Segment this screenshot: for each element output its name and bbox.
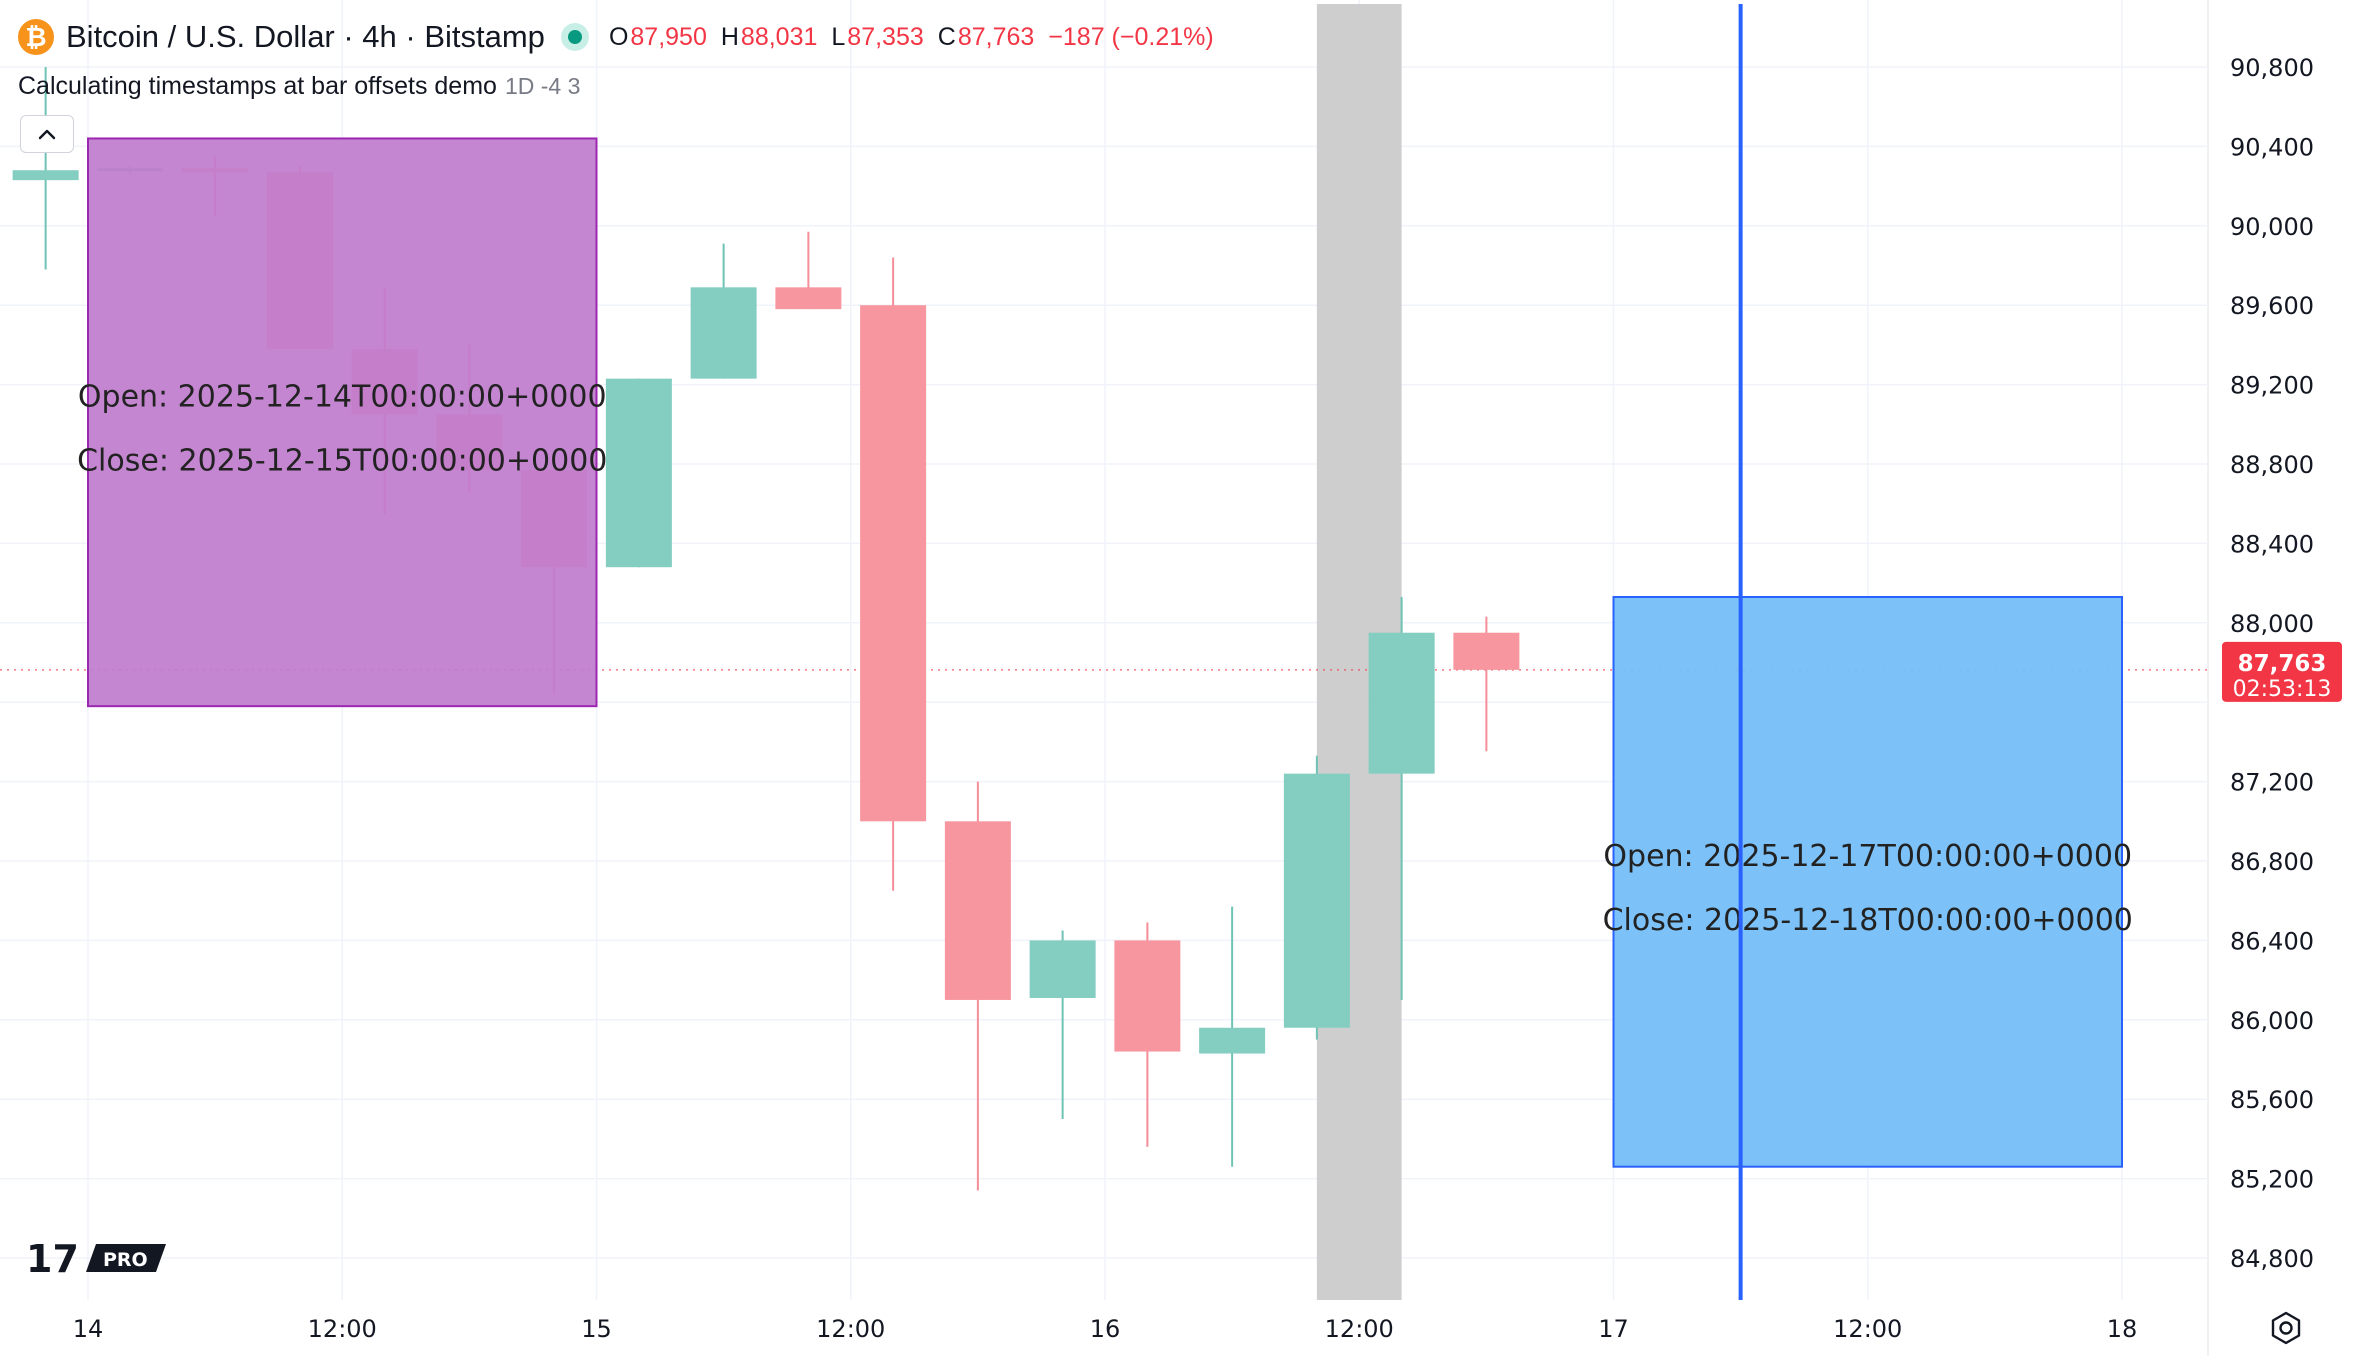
price-tag-value: 87,763 bbox=[2238, 651, 2327, 677]
high-label: H bbox=[720, 22, 739, 51]
symbol-title[interactable]: Bitcoin / U.S. Dollar · 4h · Bitstamp bbox=[66, 19, 545, 54]
y-tick-label: 88,400 bbox=[2230, 530, 2314, 558]
pro-badge bbox=[86, 1244, 166, 1272]
price-tag bbox=[2222, 641, 2342, 702]
candle-body-up bbox=[12, 170, 79, 181]
gear-icon[interactable] bbox=[2268, 1310, 2304, 1346]
future-day-box bbox=[1612, 595, 2123, 1168]
symbol-legend[interactable]: ₿ Bitcoin / U.S. Dollar · 4h · Bitstamp … bbox=[18, 16, 1228, 58]
x-tick-label: 12:00 bbox=[308, 1315, 377, 1343]
market-status-icon[interactable] bbox=[560, 23, 589, 51]
candle-body-up bbox=[605, 378, 672, 568]
y-tick-label: 89,600 bbox=[2230, 292, 2314, 320]
pro-badge-text: PRO bbox=[103, 1249, 148, 1271]
y-tick-label: 90,800 bbox=[2230, 54, 2314, 82]
close-value: 87,763 bbox=[957, 22, 1035, 51]
open-value: 87,950 bbox=[630, 22, 707, 51]
collapse-legend-button[interactable] bbox=[20, 115, 74, 153]
candle-body-down bbox=[860, 305, 927, 822]
candle-body-down bbox=[944, 821, 1011, 1000]
x-tick-label: 12:00 bbox=[1325, 1315, 1394, 1343]
x-tick-label: 12:00 bbox=[1833, 1315, 1902, 1343]
candle-body-down bbox=[1453, 632, 1520, 670]
x-tick-label: 15 bbox=[581, 1315, 612, 1343]
candle-body-up bbox=[1368, 632, 1435, 774]
price-tag-countdown: 02:53:13 bbox=[2233, 677, 2332, 702]
y-tick-label: 88,800 bbox=[2230, 451, 2314, 479]
bitcoin-icon: ₿ bbox=[18, 19, 54, 55]
tradingview-logo-mark: 17 bbox=[26, 1237, 79, 1281]
indicator-name[interactable]: Calculating timestamps at bar offsets de… bbox=[18, 71, 497, 100]
candle-body-up bbox=[1029, 940, 1096, 998]
x-tick-label: 12:00 bbox=[816, 1315, 885, 1343]
low-label: L bbox=[831, 22, 846, 51]
open-label: O bbox=[608, 22, 629, 51]
low-value: 87,353 bbox=[847, 22, 924, 51]
previous-day-box-open-label: Open: 2025-12-14T00:00:00+0000 bbox=[78, 379, 607, 414]
y-tick-label: 86,400 bbox=[2230, 927, 2314, 955]
y-tick-label: 87,200 bbox=[2230, 769, 2314, 797]
y-tick-label: 86,800 bbox=[2230, 848, 2314, 876]
y-tick-label: 85,200 bbox=[2230, 1166, 2314, 1194]
candle-body-up bbox=[690, 287, 757, 379]
change-value: −187 (−0.21%) bbox=[1048, 22, 1214, 51]
x-tick-label: 14 bbox=[73, 1315, 104, 1343]
future-day-box-close-label: Close: 2025-12-18T00:00:00+0000 bbox=[1603, 903, 2133, 938]
chevron-up-icon bbox=[38, 129, 56, 140]
y-tick-label: 86,000 bbox=[2230, 1007, 2314, 1035]
x-tick-label: 16 bbox=[1090, 1315, 1121, 1343]
candle-body-up bbox=[1199, 1027, 1266, 1054]
candle-body-down bbox=[1114, 940, 1181, 1052]
y-tick-label: 85,600 bbox=[2230, 1086, 2314, 1114]
indicator-legend[interactable]: Calculating timestamps at bar offsets de… bbox=[18, 66, 580, 106]
indicator-args: 1D -4 3 bbox=[504, 72, 581, 99]
previous-day-box-close-label: Close: 2025-12-15T00:00:00+0000 bbox=[77, 443, 607, 478]
y-tick-label: 89,200 bbox=[2230, 372, 2314, 400]
close-label: C bbox=[937, 22, 956, 51]
x-tick-label: 17 bbox=[1598, 1315, 1629, 1343]
y-tick-label: 90,400 bbox=[2230, 133, 2314, 161]
candle-body-up bbox=[1283, 773, 1350, 1028]
high-value: 88,031 bbox=[740, 22, 818, 51]
y-tick-label: 84,800 bbox=[2230, 1245, 2314, 1273]
future-day-box-open-label: Open: 2025-12-17T00:00:00+0000 bbox=[1603, 839, 2132, 874]
previous-day-box bbox=[87, 137, 598, 708]
y-tick-label: 90,000 bbox=[2230, 213, 2314, 241]
x-tick-label: 18 bbox=[2107, 1315, 2138, 1343]
candle-body-down bbox=[775, 287, 842, 310]
y-tick-label: 88,000 bbox=[2230, 610, 2314, 638]
